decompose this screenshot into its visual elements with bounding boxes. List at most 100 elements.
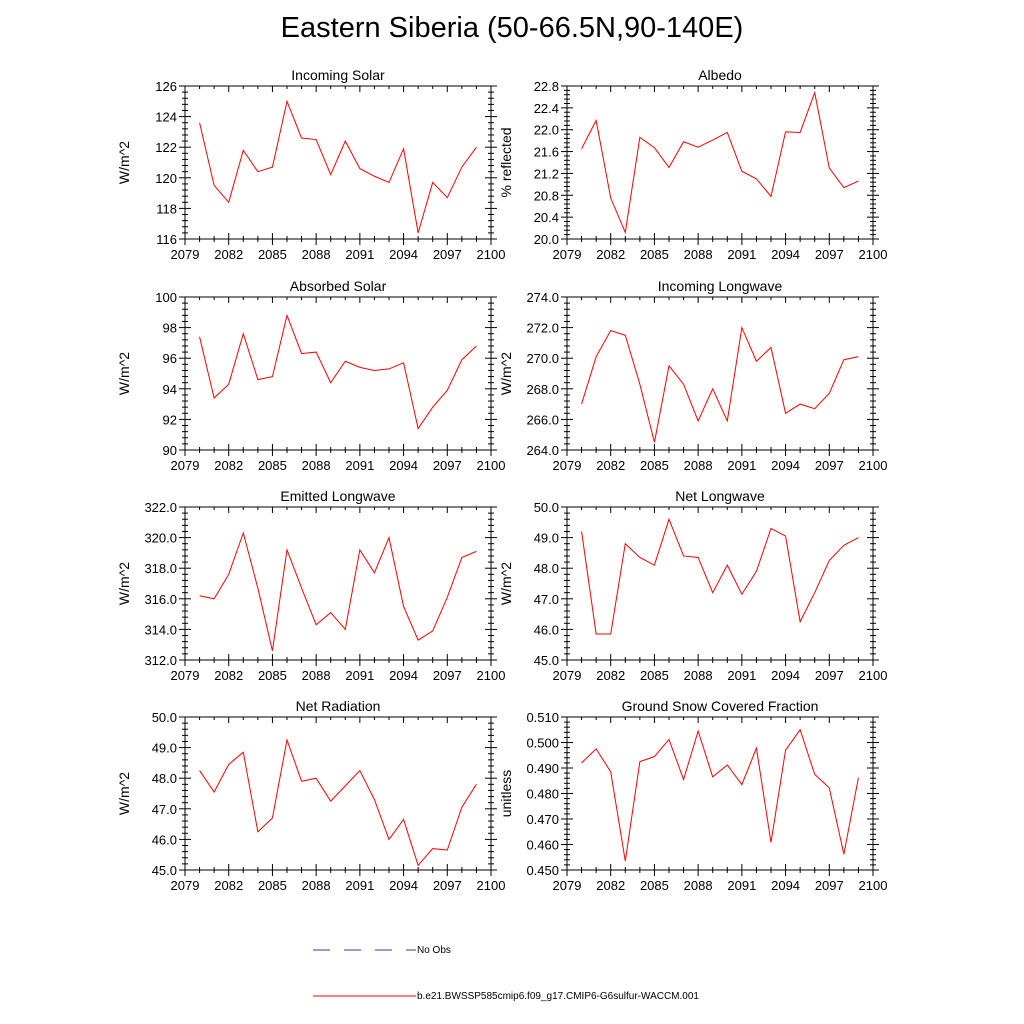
x-tick-label: 2091	[345, 668, 374, 683]
y-tick-label: 264.0	[526, 443, 559, 458]
y-tick-label: 322.0	[144, 500, 177, 515]
x-tick-label: 2100	[477, 668, 506, 683]
y-tick-label: 314.0	[144, 622, 177, 637]
plot-frame-ground-snow-covered-fraction	[566, 716, 874, 871]
x-tick-label: 2100	[859, 668, 888, 683]
y-tick-label: 21.6	[534, 145, 559, 160]
y-tick-label: 0.450	[526, 863, 559, 878]
x-tick-label: 2088	[302, 458, 331, 473]
x-tick-label: 2088	[302, 878, 331, 893]
y-tick-label: 318.0	[144, 561, 177, 576]
x-tick-label: 2082	[596, 247, 625, 262]
y-tick-label: 268.0	[526, 382, 559, 397]
x-tick-label: 2091	[727, 668, 756, 683]
x-tick-label: 2082	[214, 458, 243, 473]
panel-title-incoming-longwave: Incoming Longwave	[658, 278, 783, 294]
x-tick-label: 2079	[171, 247, 200, 262]
plot-frame-net-radiation	[184, 716, 492, 871]
x-tick-label: 2091	[345, 878, 374, 893]
x-tick-label: 2091	[727, 247, 756, 262]
x-tick-label: 2091	[345, 247, 374, 262]
figure-title: Eastern Siberia (50-66.5N,90-140E)	[280, 12, 744, 44]
y-tick-label: 270.0	[526, 351, 559, 366]
x-tick-label: 2085	[640, 878, 669, 893]
y-axis-label-incoming-solar: W/m^2	[116, 141, 132, 184]
y-axis-label-net-radiation: W/m^2	[116, 772, 132, 815]
y-tick-label: 20.4	[534, 210, 559, 225]
x-tick-label: 2088	[302, 247, 331, 262]
series-line-albedo	[581, 90, 859, 235]
y-tick-label: 20.0	[534, 232, 559, 247]
y-tick-label: 47.0	[152, 802, 177, 817]
x-tick-label: 2097	[433, 878, 462, 893]
y-tick-label: 45.0	[152, 863, 177, 878]
x-tick-label: 2094	[389, 458, 418, 473]
legend: No Obs b.e21.BWSSP585cmip6.f09_g17.CMIP6…	[313, 945, 699, 1002]
x-tick-label: 2082	[596, 878, 625, 893]
panel-title-ground-snow-covered-fraction: Ground Snow Covered Fraction	[622, 698, 819, 714]
x-tick-label: 2085	[640, 668, 669, 683]
y-tick-label: 122	[155, 140, 177, 155]
x-tick-label: 2082	[214, 247, 243, 262]
y-tick-label: 45.0	[534, 653, 559, 668]
y-tick-label: 116	[156, 232, 177, 247]
x-tick-label: 2094	[389, 668, 418, 683]
x-tick-label: 2079	[553, 668, 582, 683]
plot-frame-net-longwave	[566, 506, 874, 661]
y-tick-label: 49.0	[152, 741, 177, 756]
y-tick-label: 47.0	[534, 592, 559, 607]
y-tick-label: 316.0	[144, 592, 177, 607]
y-tick-label: 22.4	[534, 101, 559, 116]
x-tick-label: 2079	[553, 458, 582, 473]
x-tick-label: 2097	[433, 458, 462, 473]
y-tick-label: 0.510	[526, 710, 559, 725]
y-tick-label: 46.0	[152, 832, 177, 847]
panel-title-emitted-longwave: Emitted Longwave	[280, 488, 395, 504]
y-axis-label-absorbed-solar: W/m^2	[116, 352, 132, 395]
x-tick-label: 2097	[815, 247, 844, 262]
panel-net-longwave: Net Longwave W/m^2 2079 2082 2085 2088 2091 209…	[498, 488, 887, 683]
plot-frame-incoming-longwave	[566, 296, 874, 451]
panel-ground-snow-covered-fraction: Ground Snow Covered Fraction unitless 2079…	[498, 698, 887, 893]
legend-label-model-run: b.e21.BWSSP585cmip6.f09_g17.CMIP6-G6sulf…	[417, 991, 699, 1002]
x-tick-label: 2097	[815, 458, 844, 473]
panel-title-albedo: Albedo	[698, 67, 742, 83]
x-tick-label: 2088	[684, 458, 713, 473]
x-tick-label: 2082	[596, 458, 625, 473]
y-axis-label-incoming-longwave: W/m^2	[498, 352, 514, 395]
y-tick-label: 49.0	[534, 531, 559, 546]
series-line-ground-snow-covered-fraction	[581, 728, 859, 862]
y-tick-label: 90	[163, 443, 177, 458]
x-tick-label: 2085	[640, 247, 669, 262]
y-tick-label: 20.8	[534, 188, 559, 203]
y-tick-label: 312.0	[144, 653, 177, 668]
y-tick-label: 92	[163, 412, 177, 427]
x-tick-label: 2088	[684, 668, 713, 683]
x-tick-label: 2082	[596, 668, 625, 683]
y-tick-label: 48.0	[152, 771, 177, 786]
panel-title-net-longwave: Net Longwave	[675, 488, 765, 504]
y-tick-label: 100	[155, 290, 177, 305]
x-tick-label: 2100	[859, 878, 888, 893]
x-tick-label: 2085	[258, 458, 287, 473]
y-tick-label: 0.460	[526, 838, 559, 853]
y-tick-label: 266.0	[526, 412, 559, 427]
series-line-net-radiation	[199, 738, 477, 867]
y-tick-label: 21.2	[534, 166, 559, 181]
series-line-incoming-solar	[199, 99, 477, 234]
x-tick-label: 2094	[771, 668, 800, 683]
x-tick-label: 2094	[389, 247, 418, 262]
y-tick-label: 0.490	[526, 761, 559, 776]
series-line-incoming-longwave	[581, 325, 859, 443]
y-tick-label: 94	[163, 382, 177, 397]
panel-title-absorbed-solar: Absorbed Solar	[290, 278, 387, 294]
panel-albedo: Albedo % reflected 2079 2082 2085 2088 2091 209…	[498, 67, 887, 262]
x-tick-label: 2097	[815, 668, 844, 683]
y-tick-label: 50.0	[534, 500, 559, 515]
x-tick-label: 2088	[302, 668, 331, 683]
series-line-absorbed-solar	[199, 313, 477, 430]
plot-frame-absorbed-solar	[184, 296, 492, 451]
y-axis-label-emitted-longwave: W/m^2	[116, 562, 132, 605]
x-tick-label: 2094	[389, 878, 418, 893]
